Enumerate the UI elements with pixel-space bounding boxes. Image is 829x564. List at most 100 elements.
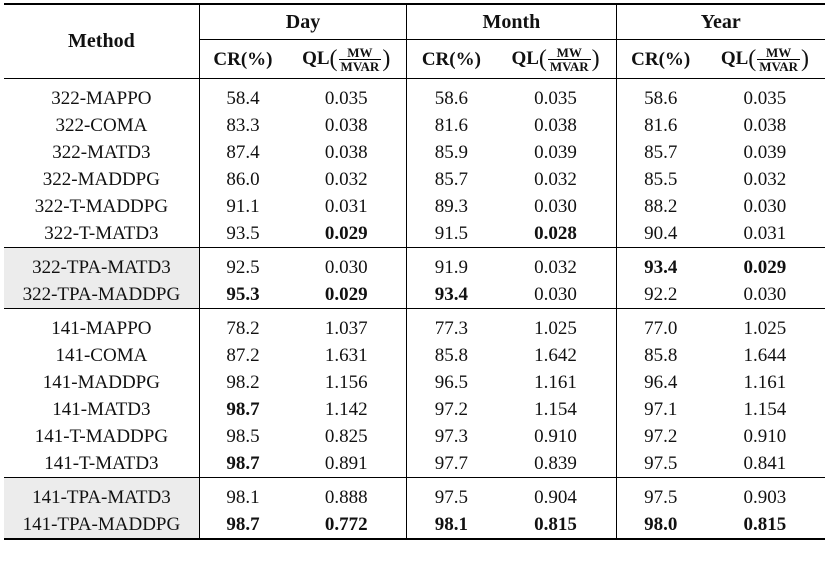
value-cell-year-ql: 1.154 xyxy=(743,399,787,420)
value-cell-year-cr: 88.2 xyxy=(644,196,678,217)
value-cell-month-cr: 77.3 xyxy=(406,308,496,342)
value-cell-month-cr: 97.5 xyxy=(406,477,496,511)
ql-left-paren: ( xyxy=(329,46,338,73)
month-header: Month xyxy=(406,3,617,40)
value-cell-day-cr: 86.0 xyxy=(226,169,260,190)
ql-unit-denominator: MVAR xyxy=(340,59,380,75)
ql-unit-numerator: MW xyxy=(338,46,382,61)
method-cell: 322-T-MADDPG xyxy=(4,193,200,220)
value-cell-year-ql: 0.030 xyxy=(743,196,787,217)
value-cell-year-cr: 85.5 xyxy=(644,169,678,190)
ql-right-paren: ) xyxy=(801,46,810,73)
ql-label: QL xyxy=(511,47,539,69)
value-cell-day-ql: 0.035 xyxy=(286,78,408,112)
value-cell-day-cr: 91.1 xyxy=(226,196,260,217)
value-cell-day-ql: 0.772 xyxy=(286,511,408,540)
value-cell-day-ql: 1.631 xyxy=(286,342,408,369)
table-row: 141-MADDPG 98.2 1.156 96.5 1.161 96.4 1.161 xyxy=(4,369,825,396)
method-cell: 141-TPA-MATD3 xyxy=(4,477,200,511)
value-cell-day-ql: 0.888 xyxy=(286,477,408,511)
value-cell-month-ql: 0.030 xyxy=(495,193,617,220)
value-cell-day-cr: 87.2 xyxy=(226,345,260,366)
value-cell-year-ql: 0.039 xyxy=(743,142,787,163)
value-cell-day-cr: 58.4 xyxy=(199,78,287,112)
value-cell-day-ql: 0.031 xyxy=(286,193,408,220)
ql-unit-denominator: MVAR xyxy=(759,59,799,75)
value-cell-year-ql: 0.841 xyxy=(743,453,787,474)
value-cell-year-cr: 81.6 xyxy=(644,115,678,136)
value-cell-month-ql: 1.154 xyxy=(495,396,617,423)
value-cell-year-cr: 77.0 xyxy=(616,308,705,342)
value-cell-month-cr: 91.9 xyxy=(406,247,496,281)
ql-unit-denominator: MVAR xyxy=(549,59,589,75)
value-cell-day-ql: 0.038 xyxy=(286,139,408,166)
value-cell-month-cr: 93.4 xyxy=(434,284,468,305)
table-row: 322-T-MATD3 93.5 0.029 91.5 0.028 90.4 0.031 xyxy=(4,220,825,248)
value-cell-day-ql: 0.825 xyxy=(286,423,408,450)
value-cell-month-cr: 85.7 xyxy=(434,169,468,190)
value-cell-day-cr: 98.7 xyxy=(226,453,260,474)
value-cell-month-ql: 1.642 xyxy=(495,342,617,369)
ql-left-paren: ( xyxy=(748,46,757,73)
method-cell: 141-MAPPO xyxy=(4,308,200,342)
ql-label: QL xyxy=(302,47,330,69)
value-cell-day-cr: 98.7 xyxy=(199,511,287,540)
ql-header-year: QL(MW MVAR) xyxy=(705,40,825,79)
cr-header-month: CR(%) xyxy=(421,48,481,70)
day-header: Day xyxy=(199,3,408,40)
value-cell-year-ql: 0.038 xyxy=(743,115,787,136)
value-cell-month-ql: 0.028 xyxy=(495,220,617,248)
ql-right-paren: ) xyxy=(591,46,600,73)
method-cell: 141-COMA xyxy=(4,342,200,369)
ql-left-paren: ( xyxy=(538,46,547,73)
table-row: 322-T-MADDPG 91.1 0.031 89.3 0.030 88.2 0.030 xyxy=(4,193,825,220)
table-row: 322-TPA-MADDPG 95.3 0.029 93.4 0.030 92.2 0.03… xyxy=(4,281,825,309)
ql-header-day: QL(MW MVAR) xyxy=(286,39,408,79)
method-cell: 322-MATD3 xyxy=(4,139,200,166)
value-cell-month-cr: 98.1 xyxy=(406,511,496,540)
value-cell-year-ql: 0.032 xyxy=(743,169,787,190)
value-cell-day-ql: 0.038 xyxy=(286,112,408,139)
value-cell-day-ql: 0.032 xyxy=(286,166,408,193)
method-cell: 141-TPA-MADDPG xyxy=(4,511,200,540)
method-cell: 322-TPA-MATD3 xyxy=(4,247,200,281)
value-cell-month-cr: 85.8 xyxy=(434,345,468,366)
ql-unit-fraction: MW MVAR xyxy=(757,46,801,75)
value-cell-month-ql: 0.839 xyxy=(495,450,617,478)
value-cell-month-cr: 96.5 xyxy=(434,372,468,393)
value-cell-year-ql: 0.035 xyxy=(704,78,825,112)
value-cell-year-ql: 0.903 xyxy=(704,477,825,511)
value-cell-month-ql: 0.032 xyxy=(495,247,617,281)
value-cell-month-cr: 97.2 xyxy=(434,399,468,420)
value-cell-month-ql: 0.815 xyxy=(495,511,617,540)
value-cell-year-ql: 0.815 xyxy=(704,511,825,540)
value-cell-day-ql: 0.030 xyxy=(286,247,408,281)
ql-right-paren: ) xyxy=(382,46,391,73)
cr-header-year: CR(%) xyxy=(631,48,691,70)
value-cell-year-cr: 97.2 xyxy=(644,426,678,447)
table-row: 322-COMA 83.3 0.038 81.6 0.038 81.6 0.038 xyxy=(4,112,825,139)
value-cell-year-cr: 92.2 xyxy=(644,284,678,305)
ql-header-month: QL(MW MVAR) xyxy=(495,39,617,79)
value-cell-month-cr: 91.5 xyxy=(434,223,468,244)
value-cell-year-ql: 0.030 xyxy=(743,284,787,305)
ql-label: QL xyxy=(720,47,749,69)
ql-unit-fraction: MW MVAR xyxy=(338,46,382,75)
table-row: 141-TPA-MATD3 98.1 0.888 97.5 0.904 97.5 0.903 xyxy=(4,477,825,511)
value-cell-year-ql: 1.025 xyxy=(704,308,825,342)
group-header-row: Method Day Month Year xyxy=(4,3,825,79)
value-cell-year-cr: 85.8 xyxy=(644,345,678,366)
table-row: 141-T-MATD3 98.7 0.891 97.7 0.839 97.5 0.841 xyxy=(4,450,825,478)
value-cell-month-ql: 0.032 xyxy=(495,166,617,193)
value-cell-day-ql: 1.037 xyxy=(286,308,408,342)
value-cell-month-ql: 1.025 xyxy=(495,308,617,342)
value-cell-year-ql: 1.161 xyxy=(743,372,787,393)
year-header: Year xyxy=(616,3,825,40)
value-cell-month-cr: 58.6 xyxy=(406,78,496,112)
ql-unit-numerator: MW xyxy=(757,46,801,61)
value-cell-day-ql: 1.156 xyxy=(286,369,408,396)
table-row: 322-MAPPO 58.4 0.035 58.6 0.035 58.6 0.035 xyxy=(4,78,825,112)
method-cell: 141-MATD3 xyxy=(4,396,200,423)
method-cell: 141-MADDPG xyxy=(4,369,200,396)
